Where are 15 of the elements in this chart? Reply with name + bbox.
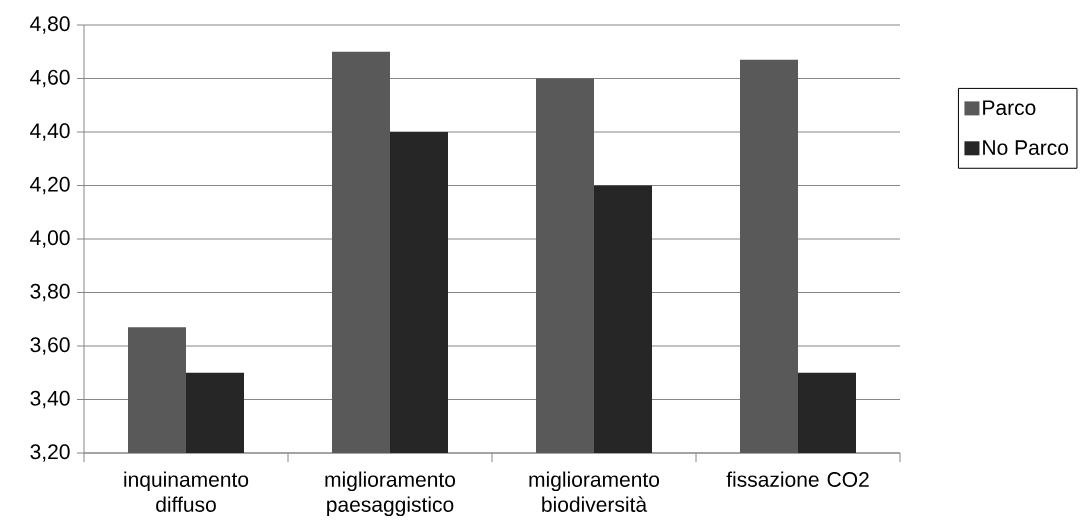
x-tick-label: miglioramento paesaggistico [325,471,456,517]
x-tick-label: miglioramento biodiversità [529,471,660,512]
x-tick-label: fissazione CO2 [726,471,869,487]
y-tick-label: 4,00 [30,230,70,248]
y-tick-label: 3,80 [30,283,70,302]
y-tick-label: 4,40 [30,123,70,141]
y-tick-label: 3,20 [30,444,70,462]
y-tick-label: 4,60 [30,69,70,88]
legend-label: No Parco [983,140,1069,155]
x-tick-label: inquinamento diffuso [124,471,249,512]
y-tick-label: 4,20 [30,176,70,195]
y-tick-label: 4,80 [30,16,70,34]
y-tick-label: 3,40 [30,390,70,409]
y-tick-label: 3,60 [30,337,70,355]
legend-label: Parco [983,100,1036,116]
